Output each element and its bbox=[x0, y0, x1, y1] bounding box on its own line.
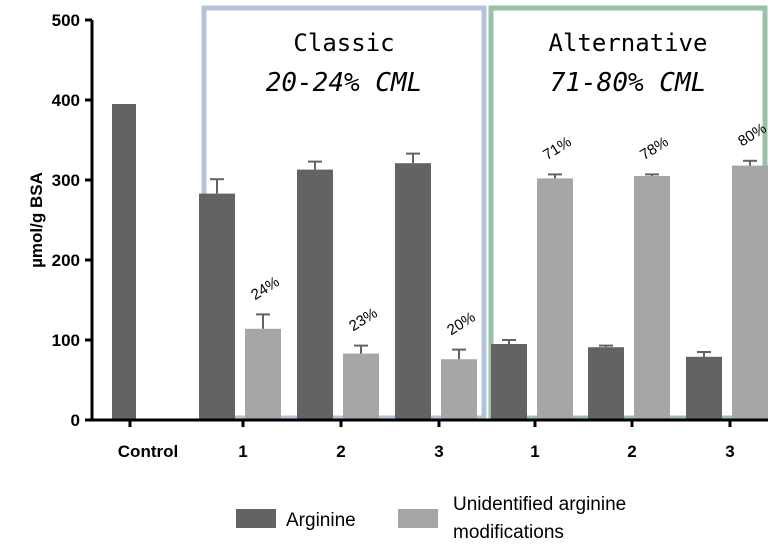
axes: 0 100 200 300 400 500 Control 1 2 3 1 2 3 bbox=[52, 11, 768, 461]
x-tick-label: 1 bbox=[530, 442, 539, 461]
y-tick-label: 400 bbox=[52, 91, 80, 110]
legend-swatch-unidentified bbox=[398, 509, 438, 528]
bar-percent-label: 20% bbox=[444, 309, 478, 339]
bar-percent-label: 24% bbox=[248, 273, 282, 303]
bar-arginine bbox=[199, 193, 235, 420]
legend-label-unidentified-line2: modifications bbox=[453, 522, 564, 543]
y-axis-title: µmol/g BSA bbox=[27, 172, 46, 268]
x-tick-label: 1 bbox=[238, 442, 247, 461]
bar-percent-label: 78% bbox=[637, 133, 671, 163]
legend-label-unidentified-line1: Unidentified arginine bbox=[453, 494, 626, 515]
x-tick-label: Control bbox=[118, 442, 178, 461]
bar-unidentified bbox=[634, 176, 670, 420]
bar-unidentified bbox=[732, 165, 768, 420]
bar-arginine bbox=[395, 163, 431, 420]
bar-arginine bbox=[686, 356, 722, 420]
x-tick-label: 3 bbox=[725, 442, 734, 461]
legend-swatch-arginine bbox=[236, 509, 276, 528]
x-tick-label: 2 bbox=[627, 442, 636, 461]
bar-percent-label: 71% bbox=[540, 133, 574, 163]
classic-box-subtitle: 20-24% CML bbox=[266, 68, 423, 98]
x-tick-label: 3 bbox=[434, 442, 443, 461]
bar-arginine bbox=[112, 104, 136, 420]
bar-arginine bbox=[588, 347, 624, 420]
classic-box-title: Classic bbox=[293, 29, 394, 57]
bar-unidentified bbox=[537, 178, 573, 420]
bar-percent-label: 23% bbox=[346, 305, 380, 335]
legend-label-arginine: Arginine bbox=[286, 510, 356, 531]
bar-unidentified bbox=[245, 328, 281, 420]
bars: 24%23% 20%71% 78% 80% bbox=[112, 104, 770, 420]
x-tick-label: 2 bbox=[336, 442, 345, 461]
y-tick-label: 300 bbox=[52, 171, 80, 190]
group-boxes: Classic 20-24% CML Alternative 71-80% CML bbox=[201, 5, 768, 421]
bar-arginine bbox=[491, 344, 527, 420]
y-tick-label: 500 bbox=[52, 11, 80, 30]
alternative-box-title: Alternative bbox=[549, 29, 708, 57]
y-tick-label: 200 bbox=[52, 251, 80, 270]
bar-unidentified bbox=[441, 359, 477, 420]
y-tick-label: 100 bbox=[52, 331, 80, 350]
y-tick-label: 0 bbox=[71, 411, 80, 430]
legend: Arginine Unidentified arginine modificat… bbox=[236, 494, 626, 543]
alternative-box-subtitle: 71-80% CML bbox=[550, 68, 707, 98]
bar-arginine bbox=[297, 169, 333, 420]
bar-unidentified bbox=[343, 353, 379, 420]
